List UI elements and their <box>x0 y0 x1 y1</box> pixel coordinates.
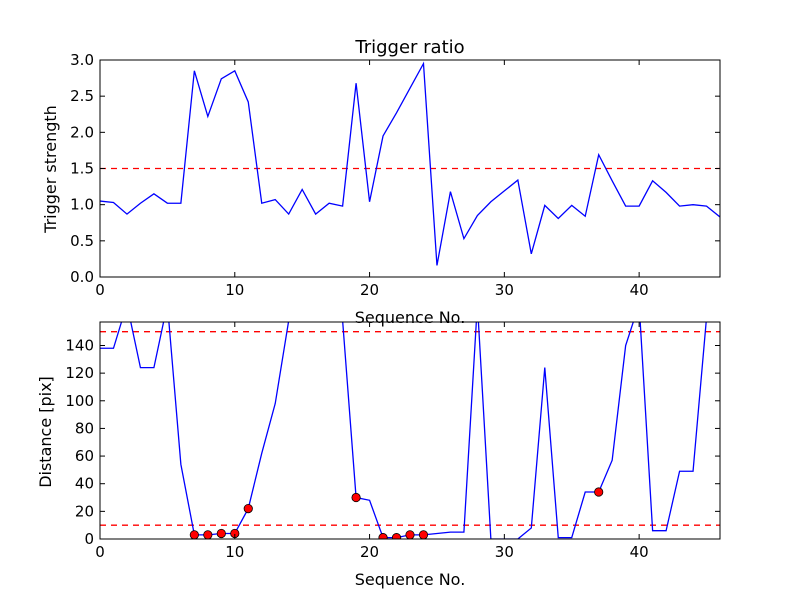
x-axis-label: Sequence No. <box>355 308 466 327</box>
data-point <box>418 530 429 539</box>
chart-title: Trigger ratio <box>354 37 464 58</box>
y-tick-label: 1.0 <box>70 196 94 214</box>
y-tick-label: 2.0 <box>70 123 94 141</box>
y-tick-label: 1.5 <box>70 160 94 178</box>
y-tick-label: 40 <box>75 475 94 493</box>
y-tick-label: 80 <box>75 419 94 437</box>
y-tick-label: 0.0 <box>70 268 94 286</box>
y-tick-label: 3.0 <box>70 51 94 69</box>
data-point <box>405 530 415 539</box>
data-point <box>378 533 388 539</box>
x-tick-label: 30 <box>495 281 514 299</box>
x-tick-label: 0 <box>95 281 105 299</box>
x-tick-label: 40 <box>630 281 649 299</box>
series-line <box>100 322 707 539</box>
x-tick-label: 0 <box>95 543 105 561</box>
axes-frame <box>99 321 721 540</box>
data-point <box>351 492 361 503</box>
y-tick-label: 140 <box>65 336 94 354</box>
y-tick-label: 100 <box>65 392 94 410</box>
x-tick-label: 40 <box>630 543 649 561</box>
x-tick-label: 30 <box>495 543 514 561</box>
plot-content <box>100 322 720 539</box>
distance-chart: 0 10 20 30 40 0 20 40 60 80 100 120 140 Sequence No.… <box>36 321 721 589</box>
plot-area <box>99 59 721 278</box>
data-point <box>189 530 199 539</box>
x-tick-label: 20 <box>360 543 379 561</box>
y-tick-label: 0.5 <box>70 232 94 250</box>
plot-area <box>99 321 721 540</box>
y-tick-label: 120 <box>65 364 94 382</box>
series-line <box>100 61 720 266</box>
y-tick-label: 60 <box>75 447 94 465</box>
x-tick-label: 20 <box>360 281 379 299</box>
y-axis-label: Distance [pix] <box>36 376 55 488</box>
plot-content <box>100 61 720 266</box>
x-tick-label: 10 <box>225 281 244 299</box>
axis-ticks: 0 10 20 30 40 0 20 40 60 80 100 120 140 <box>65 322 720 561</box>
data-point <box>594 487 604 497</box>
data-point <box>243 503 253 514</box>
y-tick-label: 20 <box>75 502 94 520</box>
trigger-ratio-chart: Trigger ratio 0 10 20 30 40 0.0 0.5 1.0 1.5 2.0 2.… <box>41 37 721 327</box>
y-axis-label: Trigger strength <box>41 105 60 234</box>
data-point <box>216 528 226 539</box>
data-point <box>391 533 402 539</box>
y-tick-label: 0 <box>84 530 94 548</box>
data-point <box>203 530 213 539</box>
x-tick-label: 10 <box>225 543 244 561</box>
y-tick-label: 2.5 <box>70 87 94 105</box>
x-axis-label: Sequence No. <box>355 570 466 589</box>
axis-ticks: 0 10 20 30 40 0.0 0.5 1.0 1.5 2.0 2.5 3.0 <box>70 51 720 299</box>
